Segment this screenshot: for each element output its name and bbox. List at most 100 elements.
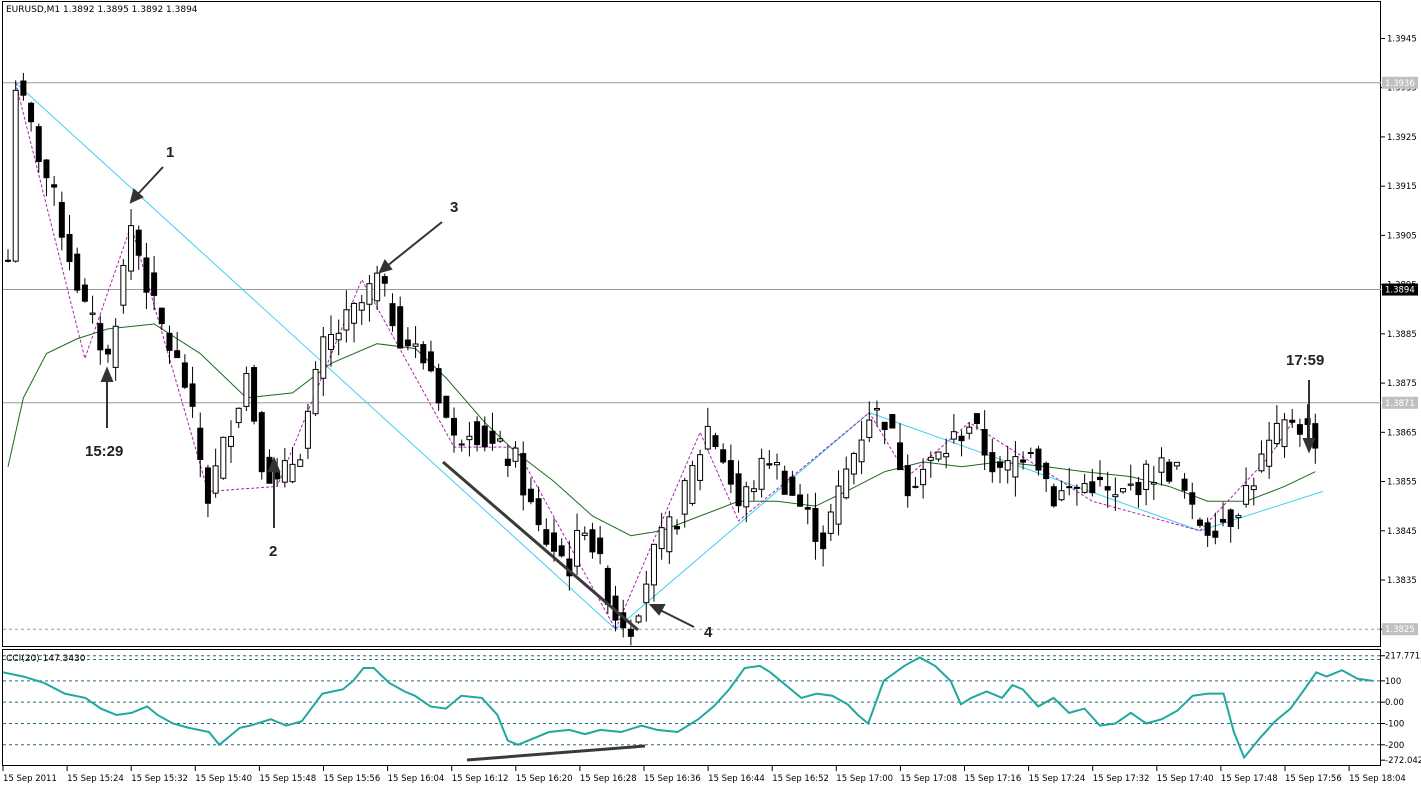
candle-body xyxy=(451,417,458,436)
candle-body xyxy=(597,537,604,555)
candle-body xyxy=(789,476,796,496)
price-tag xyxy=(1382,623,1418,636)
candle-body xyxy=(235,407,242,424)
candle-body xyxy=(1135,481,1142,496)
candle-body xyxy=(689,465,696,504)
time-tick-label: 15 Sep 16:20 xyxy=(516,774,573,784)
candle-body xyxy=(481,425,488,448)
candle-body xyxy=(404,339,411,347)
candle-body xyxy=(374,272,381,302)
candle-body xyxy=(858,439,865,463)
candle-body xyxy=(143,257,150,293)
candle-body xyxy=(1081,483,1088,493)
candle-body xyxy=(66,233,73,263)
time-tick-label: 15 Sep 16:52 xyxy=(772,774,829,784)
cci-tick-label: -272.042 xyxy=(1385,756,1421,766)
candle-body xyxy=(589,529,596,553)
candle-body xyxy=(443,395,450,418)
time-tick-label: 15 Sep 16:28 xyxy=(580,774,637,784)
candle-body xyxy=(1027,452,1034,455)
time-tick-label: 15 Sep 15:40 xyxy=(195,774,252,784)
price-tag xyxy=(1382,76,1418,89)
price-tag xyxy=(1382,283,1418,296)
candle-body xyxy=(1104,486,1111,491)
candle-body xyxy=(1035,448,1042,471)
candle-body xyxy=(104,348,111,355)
price-tag xyxy=(1382,396,1418,409)
price-divergence-line xyxy=(442,460,639,632)
candle-body xyxy=(343,309,350,331)
indicator-info: CCI(20) 147.3430 xyxy=(6,654,86,664)
candle-body xyxy=(58,202,65,238)
candle-body xyxy=(658,527,665,550)
candle-body xyxy=(720,449,727,463)
candle-body xyxy=(135,229,142,256)
price-tick-label: 1.3855 xyxy=(1387,478,1417,488)
candle-body xyxy=(220,436,227,479)
candle-body xyxy=(1243,485,1250,505)
candle-body xyxy=(1158,457,1165,473)
price-tick-label: 1.3885 xyxy=(1387,330,1417,340)
candle-body xyxy=(1050,486,1057,507)
candle-body xyxy=(74,253,81,291)
candle-body xyxy=(920,468,927,486)
candle-body xyxy=(327,333,334,350)
price-panel[interactable] xyxy=(2,1,1381,647)
candle-body xyxy=(743,486,750,508)
cci-panel[interactable] xyxy=(2,649,1381,766)
price-tick-label: 1.3915 xyxy=(1387,182,1417,192)
candle-body xyxy=(174,350,181,359)
candle-body xyxy=(966,426,973,434)
candle-body xyxy=(35,126,42,162)
candle-body xyxy=(381,276,388,284)
price-tick-label: 1.3875 xyxy=(1387,379,1417,389)
candle-body xyxy=(1112,494,1119,498)
candle-body xyxy=(158,307,165,325)
time-tick-label: 15 Sep 2011 xyxy=(3,774,57,784)
candle-body xyxy=(1220,518,1227,523)
candle-body xyxy=(1150,481,1157,485)
candle-body xyxy=(873,408,880,411)
candle-body xyxy=(574,530,581,567)
candle-body xyxy=(1173,461,1180,467)
candle-body xyxy=(297,459,304,467)
candle-body xyxy=(251,367,258,422)
candle-body xyxy=(458,443,465,446)
candle-body xyxy=(274,472,281,480)
candle-body xyxy=(1127,483,1134,486)
candle-body xyxy=(358,302,365,311)
candle-body xyxy=(958,435,965,442)
candle-body xyxy=(1073,486,1080,489)
candle-body xyxy=(766,463,773,466)
candle-body xyxy=(1258,453,1265,472)
candle-body xyxy=(674,526,681,530)
candle-body xyxy=(704,425,711,450)
time-tick-label: 15 Sep 18:04 xyxy=(1349,774,1406,784)
candle-body xyxy=(243,373,250,407)
time-tick-label: 15 Sep 17:32 xyxy=(1093,774,1150,784)
time-tick-label: 15 Sep 17:24 xyxy=(1029,774,1086,784)
candle-body xyxy=(1020,459,1027,463)
candle-body xyxy=(1181,478,1188,491)
price-tick-label: 1.3865 xyxy=(1387,428,1417,438)
candle-body xyxy=(681,480,688,515)
candle-body xyxy=(735,473,742,507)
candle-body xyxy=(727,460,734,485)
candle-body xyxy=(1296,424,1303,435)
candle-body xyxy=(650,543,657,586)
candle-body xyxy=(927,456,934,461)
time-tick-label: 15 Sep 17:08 xyxy=(900,774,957,784)
candle-body xyxy=(320,336,327,379)
symbol-info: EURUSD,M1 1.3892 1.3895 1.3892 1.3894 xyxy=(6,5,198,15)
time-tick-label: 15 Sep 16:36 xyxy=(644,774,701,784)
candle-body xyxy=(12,89,19,262)
time-tick-label: 15 Sep 15:32 xyxy=(131,774,188,784)
trendline xyxy=(869,412,1201,532)
candle-body xyxy=(81,284,88,302)
candle-body xyxy=(51,184,58,188)
candle-body xyxy=(1012,456,1019,478)
candle-body xyxy=(20,80,27,96)
candle-body xyxy=(489,430,496,444)
candle-body xyxy=(1235,515,1242,519)
